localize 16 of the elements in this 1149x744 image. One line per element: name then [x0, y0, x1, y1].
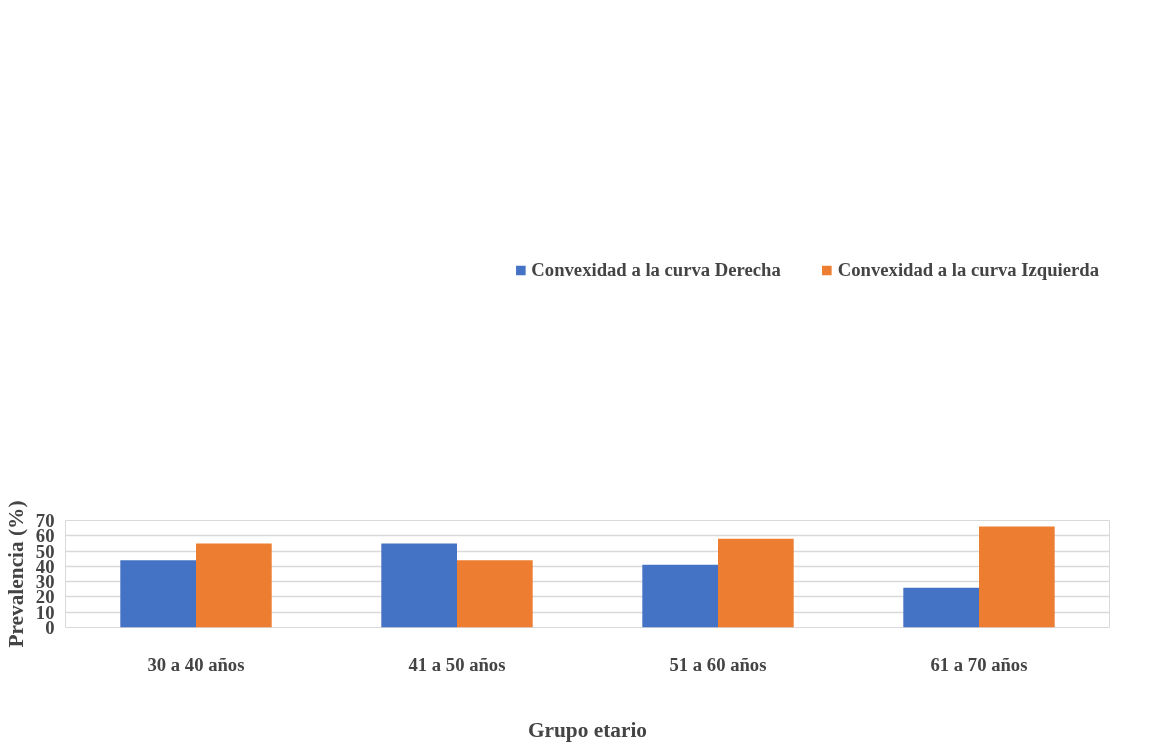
bar: [642, 564, 718, 628]
x-tick-label: 30 a 40 años: [147, 653, 245, 675]
bar: [718, 538, 794, 628]
bar: [196, 543, 272, 628]
y-axis-title: Prevalencia (%): [3, 500, 28, 648]
legend-label: Convexidad a la curva Izquierda: [837, 259, 1099, 281]
bar: [120, 560, 196, 628]
bar: [903, 587, 979, 628]
x-tick-label: 51 a 60 años: [669, 653, 767, 675]
x-tick-label: 41 a 50 años: [408, 653, 506, 675]
bar: [979, 526, 1055, 628]
x-axis-title: Grupo etario: [527, 717, 648, 742]
bar: [457, 560, 533, 628]
legend-label: Convexidad a la curva Derecha: [531, 259, 781, 281]
x-tick-label: 61 a 70 años: [930, 653, 1028, 675]
bar: [381, 543, 457, 628]
